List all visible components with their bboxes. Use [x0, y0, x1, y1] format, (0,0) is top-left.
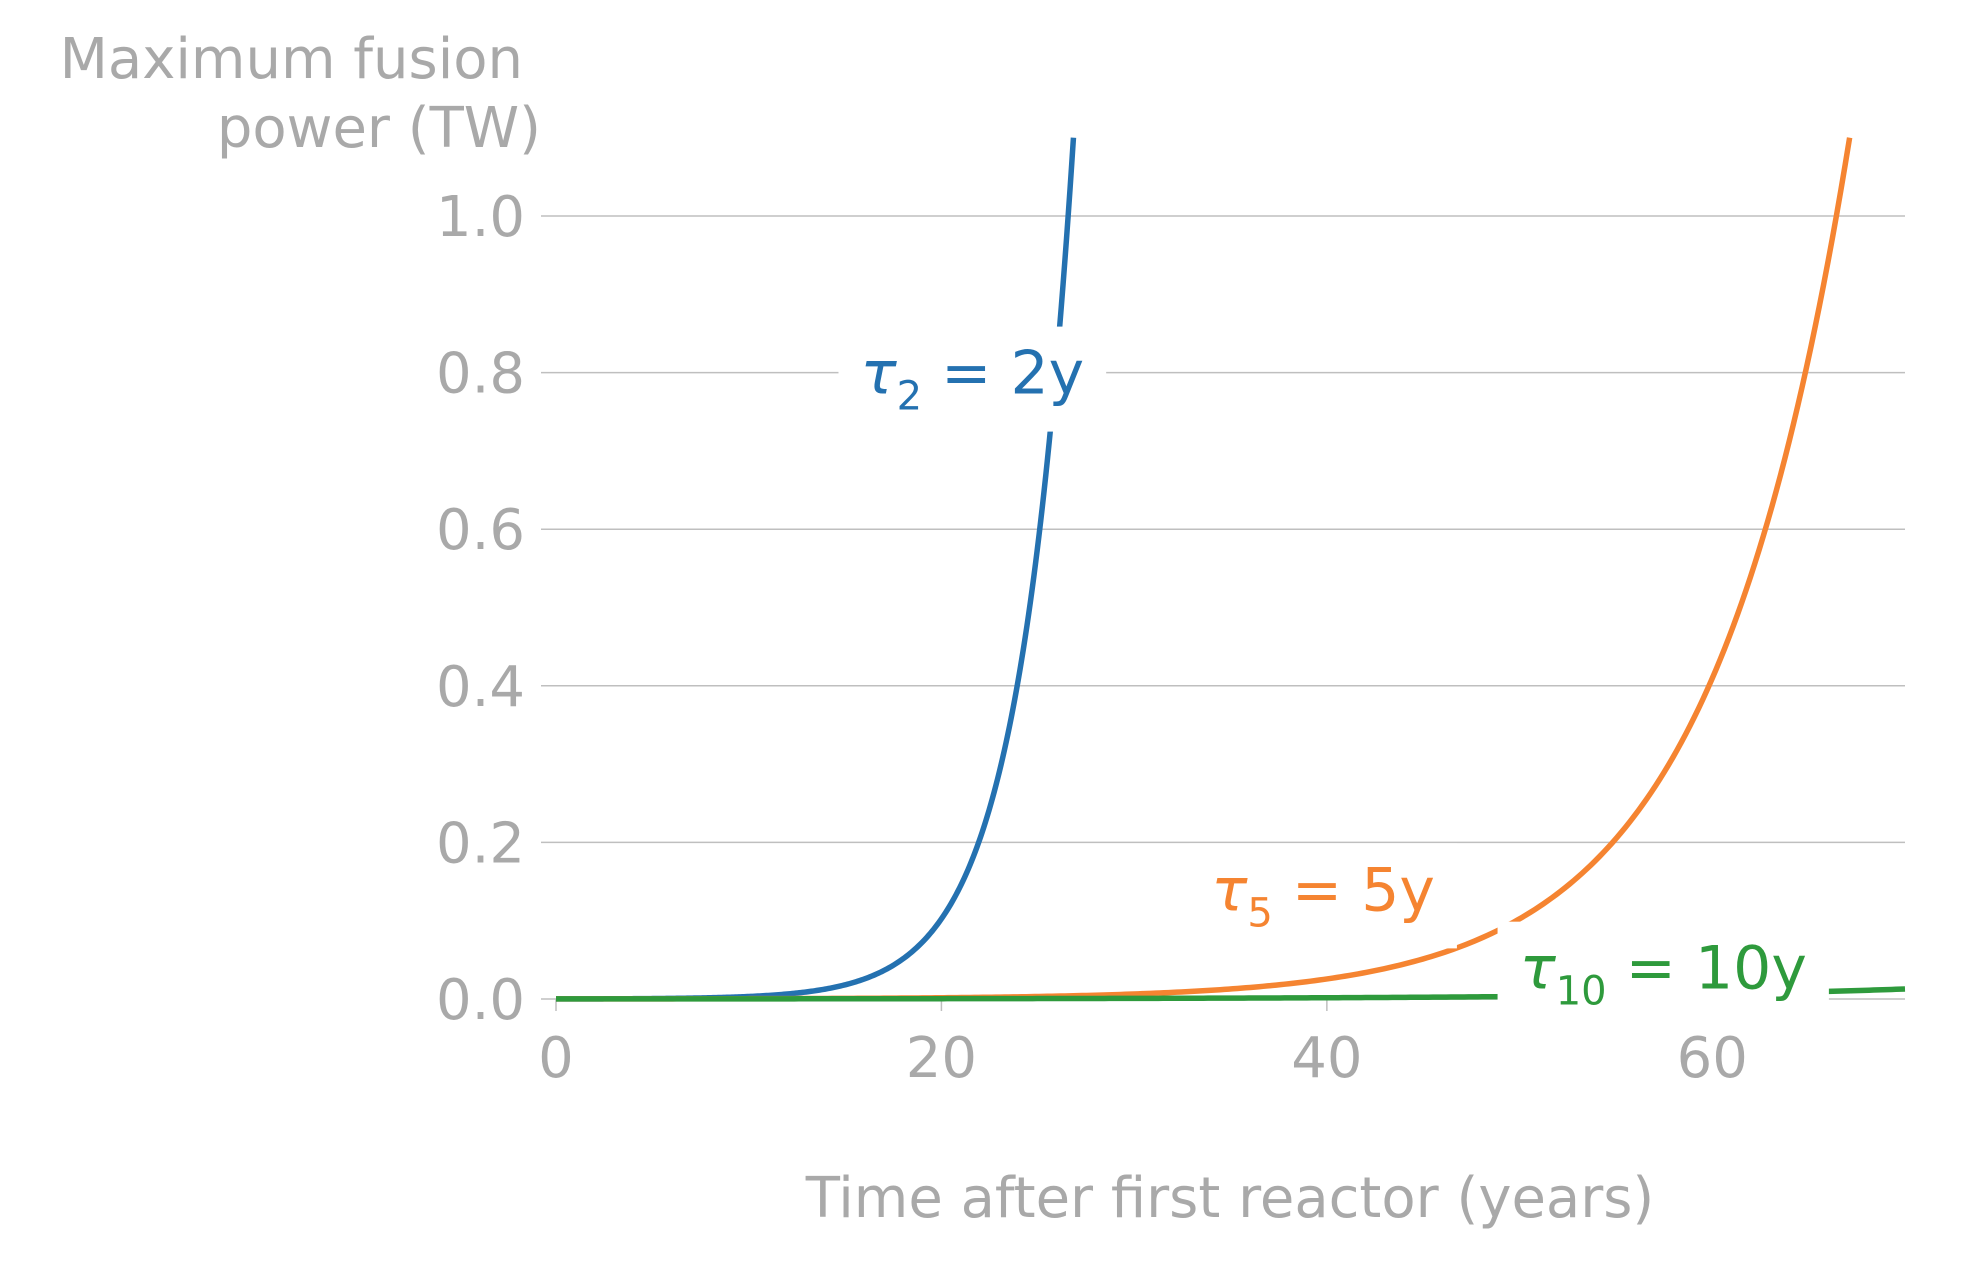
- y-axis-title-line-2: power (TW): [217, 96, 541, 161]
- series-label-text: τ2 = 2y: [860, 339, 1084, 420]
- y-tick-label: 0.6: [436, 498, 525, 563]
- label-subscript: 10: [1556, 969, 1607, 1015]
- y-tick-label: 1.0: [436, 185, 525, 250]
- series-label-tau-5: τ5 = 5y: [1189, 843, 1457, 949]
- series-label-background: [838, 326, 1107, 432]
- axis-text: 0.0 0.2 0.4 0.6 0.8 1.0 0 20 40 60 Maximum fusionp…: [60, 27, 1748, 1231]
- x-tick-label: 20: [906, 1026, 977, 1091]
- label-rest: = 5y: [1273, 855, 1435, 925]
- series-label-background: [1497, 921, 1829, 1027]
- y-tick-label: 0.0: [436, 968, 525, 1033]
- series-label-text: τ10 = 10y: [1520, 934, 1807, 1015]
- x-tick-label: 40: [1291, 1026, 1362, 1091]
- x-tick-label: 60: [1677, 1026, 1748, 1091]
- series-label-tau-10: τ10 = 10y: [1497, 921, 1829, 1027]
- label-symbol: τ: [1520, 934, 1557, 1004]
- label-symbol: τ: [860, 339, 897, 409]
- series-line-tau-2: [554, 137, 1077, 1002]
- y-tick-label: 0.4: [436, 655, 525, 720]
- series-label-text: τ5 = 5y: [1211, 855, 1435, 936]
- x-axis-title: Time after first reactor (years): [805, 1166, 1655, 1231]
- label-rest: = 10y: [1607, 934, 1807, 1004]
- label-symbol: τ: [1211, 855, 1248, 925]
- series-label-tau-2: τ2 = 2y: [838, 326, 1107, 432]
- y-tick-label: 0.2: [436, 811, 525, 876]
- y-axis-title-line-1: Maximum fusion: [60, 27, 523, 92]
- y-tick-label: 0.8: [436, 342, 525, 407]
- label-subscript: 2: [897, 374, 922, 420]
- label-rest: = 2y: [922, 339, 1084, 409]
- series-label-background: [1189, 843, 1457, 949]
- x-tick-label: 0: [538, 1026, 574, 1091]
- label-subscript: 5: [1247, 890, 1272, 936]
